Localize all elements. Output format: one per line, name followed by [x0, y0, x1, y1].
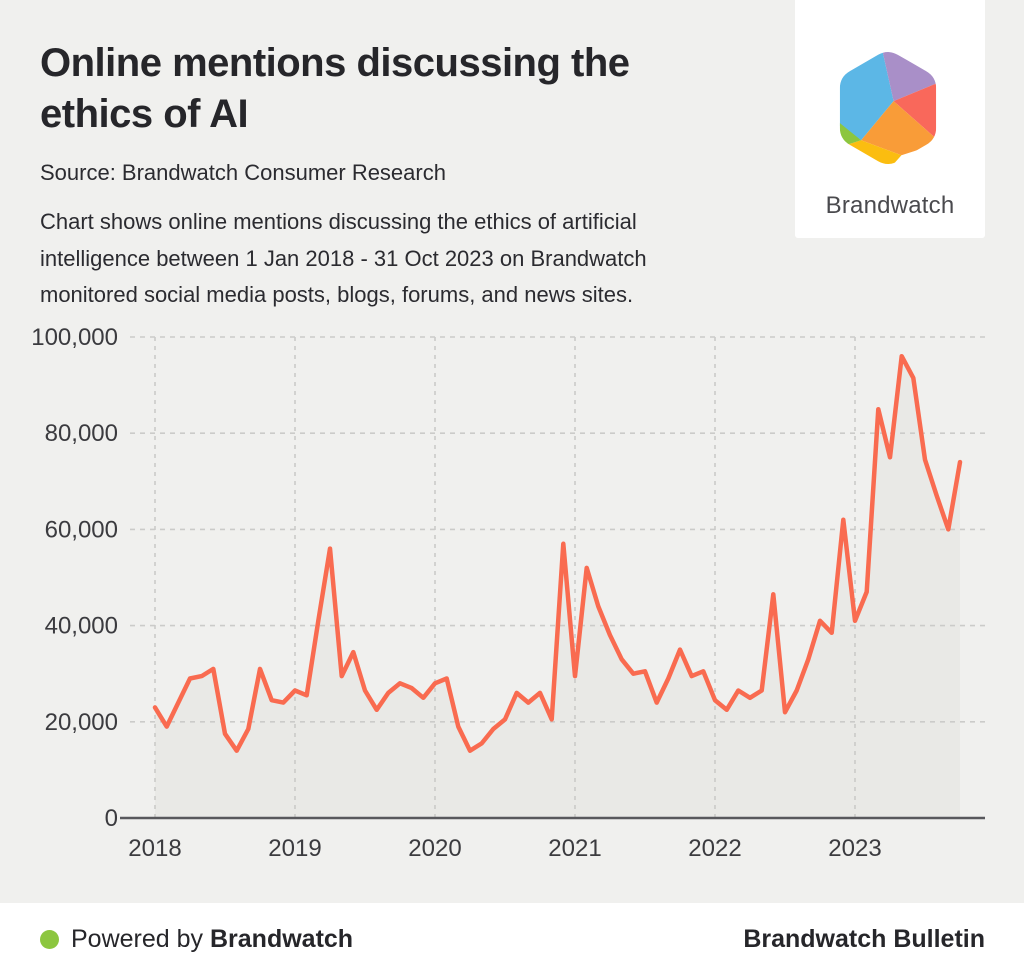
chart-line — [152, 353, 963, 753]
page-title: Online mentions discussing the ethics of… — [40, 41, 630, 136]
y-tick-label: 0 — [105, 805, 118, 832]
y-tick-label: 80,000 — [45, 420, 118, 447]
x-tick-label: 2018 — [128, 835, 181, 862]
footer-bar: Powered by Brandwatch Brandwatch Bulleti… — [0, 903, 1024, 976]
brandwatch-logo-icon — [839, 52, 937, 164]
powered-by-text: Powered by Brandwatch — [71, 925, 354, 953]
green-dot-icon — [40, 930, 59, 949]
y-tick-label: 20,000 — [45, 709, 118, 736]
x-tick-label: 2022 — [688, 835, 741, 862]
source-text: Source: Brandwatch Consumer Research — [40, 160, 446, 185]
x-tick-label: 2021 — [548, 835, 601, 862]
powered-by: Powered by Brandwatch — [40, 903, 353, 976]
y-tick-label: 40,000 — [45, 613, 118, 640]
chart-area-fill — [155, 356, 960, 818]
brandwatch-logo-card: Brandwatch — [795, 0, 985, 238]
y-tick-label: 100,000 — [31, 325, 118, 351]
x-tick-label: 2020 — [408, 835, 461, 862]
y-tick-label: 60,000 — [45, 516, 118, 543]
x-tick-label: 2019 — [268, 835, 321, 862]
description-text: Chart shows online mentions discussing t… — [40, 209, 647, 308]
bulletin-label: Brandwatch Bulletin — [743, 925, 985, 953]
mentions-area-chart: 0 20,000 40,000 60,000 80,000 100,000 2018 2019… — [31, 325, 985, 862]
x-tick-label: 2023 — [828, 835, 881, 862]
powered-by-brand: Brandwatch — [209, 925, 354, 953]
brandwatch-wordmark: Brandwatch — [825, 192, 955, 219]
